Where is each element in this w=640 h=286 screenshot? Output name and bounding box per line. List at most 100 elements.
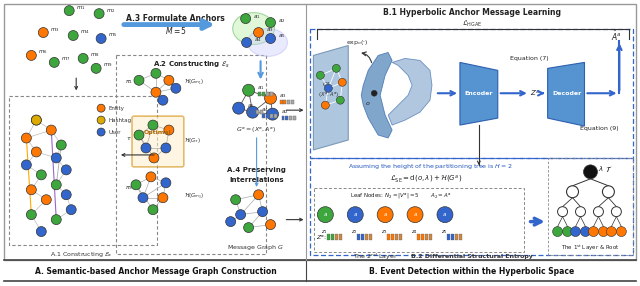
Circle shape [164, 75, 174, 85]
Bar [417, 234, 420, 240]
Bar [339, 234, 342, 240]
Circle shape [158, 95, 168, 105]
Circle shape [552, 227, 563, 237]
Text: $a$: $a$ [323, 211, 328, 218]
Circle shape [580, 227, 591, 237]
Text: $z_3$: $z_3$ [381, 228, 388, 235]
Text: $a_5$: $a_5$ [246, 102, 254, 110]
Bar [248, 110, 251, 114]
Circle shape [266, 33, 276, 43]
Text: $Z^a$: $Z^a$ [530, 88, 540, 98]
Circle shape [51, 215, 61, 225]
Bar [310, 158, 634, 255]
Circle shape [36, 170, 46, 180]
Circle shape [557, 207, 568, 217]
Text: $M = 5$: $M = 5$ [164, 25, 187, 36]
Circle shape [321, 101, 330, 109]
Bar [327, 234, 330, 240]
Bar [282, 116, 285, 120]
Circle shape [242, 37, 252, 47]
Text: $\pi_1$: $\pi_1$ [125, 78, 133, 86]
Polygon shape [548, 62, 584, 126]
Bar [262, 92, 264, 96]
Text: $a_4$: $a_4$ [253, 37, 261, 44]
Circle shape [21, 160, 31, 170]
Circle shape [563, 227, 573, 237]
Bar [266, 92, 269, 96]
Text: $z_5$: $z_5$ [441, 228, 448, 235]
Text: Hashtag: Hashtag [108, 118, 131, 123]
Text: Optimal: Optimal [144, 130, 172, 134]
Circle shape [264, 92, 276, 104]
Bar [455, 234, 458, 240]
Circle shape [266, 18, 276, 27]
Bar [395, 234, 398, 240]
Text: User: User [108, 130, 120, 134]
Bar [391, 234, 394, 240]
Circle shape [161, 143, 171, 153]
Text: $m_3$: $m_3$ [51, 26, 60, 33]
Circle shape [246, 106, 259, 118]
Circle shape [598, 227, 609, 237]
Circle shape [26, 50, 36, 60]
Circle shape [51, 153, 61, 163]
Text: $\mathcal{H}(G_{m_3})$: $\mathcal{H}(G_{m_3})$ [184, 191, 204, 200]
Text: A. Semantic-based Anchor Message Graph Construction: A. Semantic-based Anchor Message Graph C… [35, 267, 277, 276]
Bar [365, 234, 368, 240]
Circle shape [141, 143, 151, 153]
Text: The 1$^{\mathrm{st}}$ Layer & Root: The 1$^{\mathrm{st}}$ Layer & Root [561, 244, 620, 253]
Bar [425, 234, 428, 240]
Circle shape [266, 108, 278, 120]
Bar [357, 234, 360, 240]
Circle shape [611, 207, 621, 217]
Text: $m_6$: $m_6$ [38, 49, 48, 56]
Text: $\mathcal{L}_{\mathrm{HGAE}}$: $\mathcal{L}_{\mathrm{HGAE}}$ [461, 19, 482, 29]
Circle shape [64, 6, 74, 16]
Circle shape [588, 227, 598, 237]
Text: Leaf Nodes: $N_2 = |V^a| = 5$: Leaf Nodes: $N_2 = |V^a| = 5$ [350, 192, 420, 201]
Circle shape [46, 125, 56, 135]
Text: Message Graph $G$: Message Graph $G$ [227, 243, 284, 252]
Circle shape [148, 205, 158, 215]
Bar [310, 29, 634, 158]
Text: $a_5$: $a_5$ [278, 33, 285, 41]
Bar [369, 234, 372, 240]
Text: $m_8$: $m_8$ [90, 51, 100, 59]
Text: $a_4$: $a_4$ [260, 106, 268, 114]
Circle shape [91, 63, 101, 73]
Text: A.4 Preserving: A.4 Preserving [227, 167, 286, 173]
Polygon shape [388, 58, 432, 125]
Circle shape [371, 90, 377, 96]
Bar [314, 188, 524, 253]
Circle shape [68, 31, 78, 41]
Circle shape [266, 220, 276, 230]
Circle shape [171, 83, 181, 93]
Text: $G^a$: $G^a$ [323, 81, 331, 90]
Bar [262, 114, 264, 118]
Bar [421, 234, 424, 240]
Bar [447, 234, 450, 240]
Bar [335, 234, 339, 240]
Text: $\mathrm{exp}_o(\cdot)$: $\mathrm{exp}_o(\cdot)$ [346, 38, 369, 47]
Circle shape [348, 207, 364, 223]
Text: $\mathcal{T}$: $\mathcal{T}$ [605, 164, 612, 174]
Circle shape [243, 84, 255, 96]
Text: $a_2$: $a_2$ [280, 108, 288, 116]
Circle shape [97, 116, 105, 124]
Text: $\tau$: $\tau$ [126, 134, 132, 142]
Bar [361, 234, 364, 240]
Bar [10, 96, 157, 245]
Circle shape [138, 193, 148, 203]
Text: $a_3$: $a_3$ [266, 27, 273, 35]
Circle shape [51, 180, 61, 190]
Circle shape [38, 27, 48, 37]
Bar [260, 110, 262, 114]
Bar [284, 100, 287, 104]
Ellipse shape [248, 29, 287, 56]
Text: B. Event Detection within the Hyperbolic Space: B. Event Detection within the Hyperbolic… [369, 267, 575, 276]
Text: A.2 Constructing $\mathcal{E}_s$: A.2 Constructing $\mathcal{E}_s$ [152, 60, 229, 70]
Text: $a$: $a$ [353, 211, 358, 218]
Bar [459, 234, 462, 240]
Bar [548, 158, 634, 255]
Circle shape [151, 87, 161, 97]
